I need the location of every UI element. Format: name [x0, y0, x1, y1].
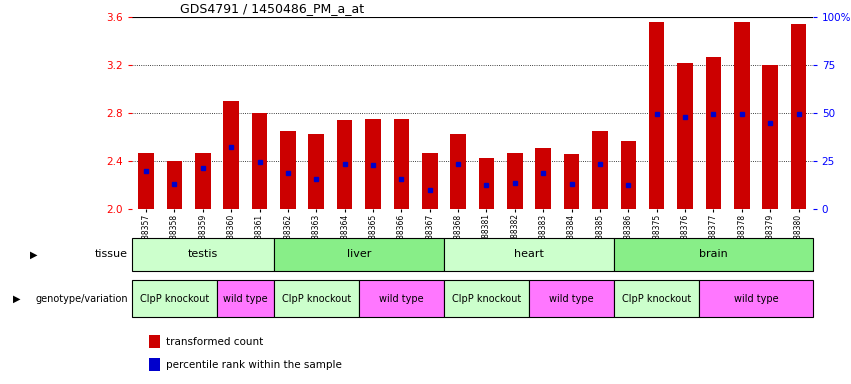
Bar	[791, 25, 807, 209]
Bar	[337, 121, 352, 209]
Bar	[132, 238, 274, 271]
Text: ▶: ▶	[13, 293, 20, 304]
Bar	[592, 131, 608, 209]
Bar	[393, 119, 409, 209]
Bar	[149, 358, 160, 371]
Bar	[700, 280, 813, 317]
Bar	[365, 119, 380, 209]
Text: liver: liver	[346, 249, 371, 260]
Text: tissue: tissue	[94, 249, 128, 260]
Text: wild type: wild type	[734, 293, 779, 304]
Bar	[444, 280, 529, 317]
Bar	[444, 238, 614, 271]
Bar	[563, 154, 580, 209]
Text: ClpP knockout: ClpP knockout	[452, 293, 521, 304]
Bar	[620, 141, 637, 209]
Text: ClpP knockout: ClpP knockout	[622, 293, 691, 304]
Text: ClpP knockout: ClpP knockout	[140, 293, 209, 304]
Bar	[529, 280, 614, 317]
Bar	[705, 57, 722, 209]
Text: percentile rank within the sample: percentile rank within the sample	[166, 360, 342, 370]
Bar	[132, 280, 217, 317]
Bar	[422, 153, 437, 209]
Bar	[274, 238, 444, 271]
Bar	[649, 22, 665, 209]
Bar	[223, 101, 239, 209]
Text: brain: brain	[699, 249, 728, 260]
Text: GDS4791 / 1450486_PM_a_at: GDS4791 / 1450486_PM_a_at	[180, 2, 363, 15]
Bar	[149, 335, 160, 348]
Bar	[507, 153, 523, 209]
Bar	[535, 148, 551, 209]
Text: wild type: wild type	[223, 293, 268, 304]
Bar	[450, 134, 466, 209]
Bar	[677, 63, 693, 209]
Bar	[252, 113, 267, 209]
Text: ClpP knockout: ClpP knockout	[282, 293, 351, 304]
Bar	[359, 280, 444, 317]
Bar	[308, 134, 324, 209]
Bar	[280, 131, 296, 209]
Bar	[762, 65, 778, 209]
Bar	[478, 158, 494, 209]
Bar	[138, 153, 154, 209]
Text: genotype/variation: genotype/variation	[35, 293, 128, 304]
Bar	[195, 153, 211, 209]
Bar	[274, 280, 359, 317]
Text: testis: testis	[188, 249, 218, 260]
Bar	[734, 22, 750, 209]
Bar	[614, 238, 813, 271]
Text: ▶: ▶	[30, 249, 37, 260]
Text: heart: heart	[514, 249, 544, 260]
Bar	[614, 280, 700, 317]
Bar	[167, 161, 182, 209]
Text: wild type: wild type	[549, 293, 594, 304]
Text: transformed count: transformed count	[166, 337, 263, 347]
Text: wild type: wild type	[379, 293, 424, 304]
Bar	[217, 280, 274, 317]
